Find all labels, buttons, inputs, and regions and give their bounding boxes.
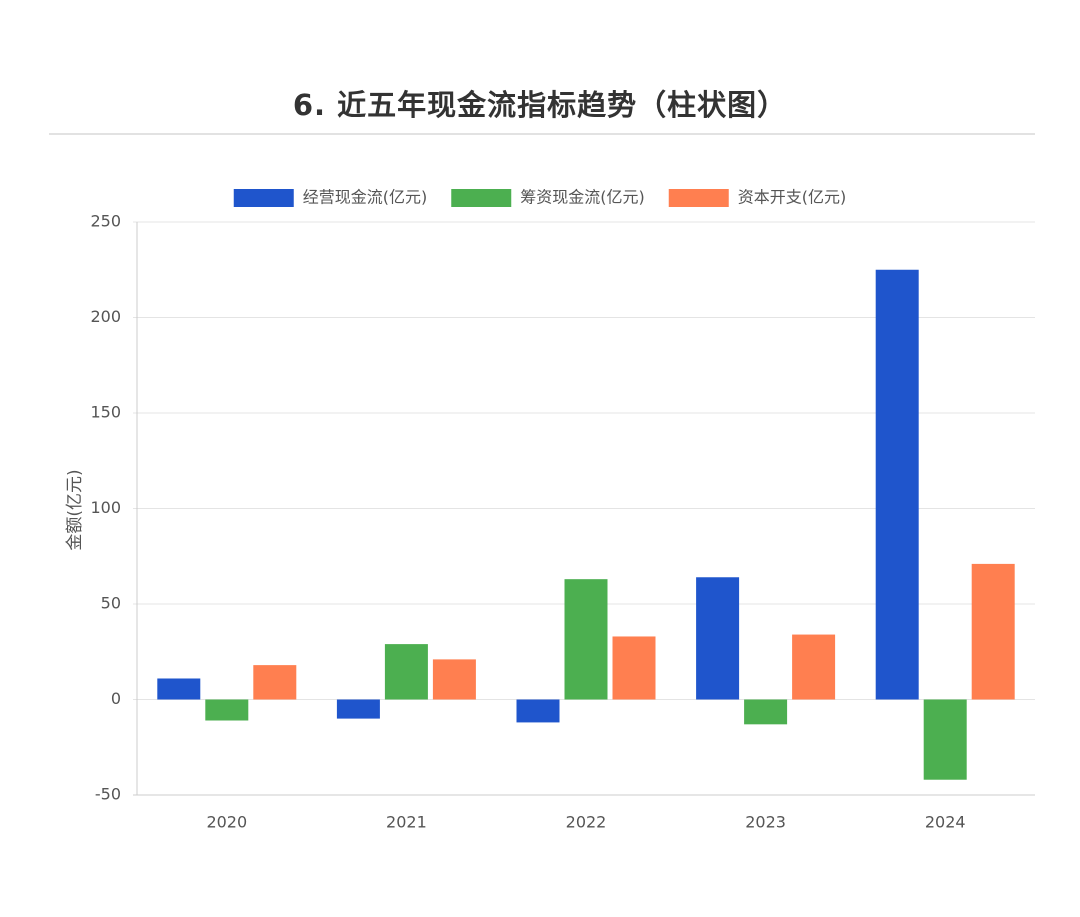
title-divider [49,133,1035,135]
bar [564,579,608,700]
bar [157,678,201,700]
bar [432,659,476,700]
legend-item-label: 经营现金流(亿元) [303,188,428,207]
bar [923,699,967,780]
legend: 经营现金流(亿元) 筹资现金流(亿元) 资本开支(亿元) [233,188,847,207]
y-tick-label: 50 [101,594,121,613]
y-tick-label: -50 [95,785,121,804]
bar [253,665,297,700]
y-axis-label: 金额(亿元) [65,469,85,550]
bar [971,563,1015,700]
bar [336,699,380,719]
legend-item-label: 筹资现金流(亿元) [520,188,645,207]
legend-item-label: 资本开支(亿元) [738,188,847,207]
x-tick-label: 2021 [386,813,427,832]
bar [612,636,656,700]
legend-swatch [233,189,294,207]
bar [384,644,428,700]
bar [516,699,560,723]
y-tick-label: 0 [111,689,121,708]
bars [157,269,1015,780]
y-tick-label: 200 [90,307,121,326]
bar [205,699,249,721]
x-tick-label: 2022 [566,813,607,832]
bar [696,577,740,700]
bar [875,269,919,700]
legend-swatch [451,189,512,207]
legend-swatch [668,189,729,207]
axes: 250 200 150 100 50 0 -50 2020 2021 2022 2023 2024 [90,212,965,832]
y-tick-label: 250 [90,212,121,231]
bar [744,699,788,725]
x-tick-label: 2023 [745,813,786,832]
bar [792,634,836,700]
x-tick-label: 2024 [925,813,966,832]
y-tick-label: 100 [90,498,121,517]
y-tick-label: 150 [90,403,121,422]
page-title: 6. 近五年现金流指标趋势（柱状图） [292,88,788,122]
x-tick-label: 2020 [206,813,247,832]
